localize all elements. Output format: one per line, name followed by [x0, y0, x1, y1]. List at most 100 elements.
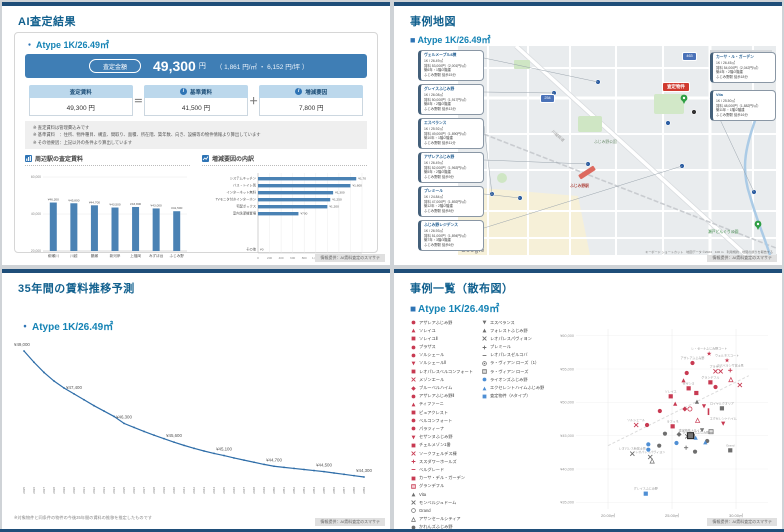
svg-text:¥41,500: ¥41,500	[171, 206, 182, 210]
case-callout[interactable]: アザレアふじみ野 1K / 26.49㎡ 賃料 52,000円（1,963円/㎡）築…	[418, 152, 484, 183]
svg-text:グレイスふじみ野: グレイスふじみ野	[634, 486, 658, 491]
svg-text:400: 400	[279, 256, 284, 260]
map-marker-closed[interactable]	[691, 109, 697, 115]
callout-detail-line: 築10年・1階/2階建	[424, 136, 453, 141]
svg-text:¥46,300: ¥46,300	[116, 414, 132, 419]
svg-text:200: 200	[267, 256, 272, 260]
provider-footer: 情報提供：AI賃料査定のスマサテ	[707, 518, 777, 526]
case-callout[interactable]: ふじみ野レジデンス 1K / 26.93㎡ 賃料 51,000円（1,894円/㎡）…	[418, 220, 484, 251]
scatter-legend-item: Grand	[410, 507, 473, 514]
scatter-legend-item: ソルシェールⅡ	[410, 360, 473, 367]
scatter-point	[737, 382, 743, 388]
svg-text:2046: 2046	[232, 487, 236, 494]
map-marker-active[interactable]	[489, 191, 495, 197]
formula-box-label: 増減要因	[305, 89, 328, 96]
appraisal-per-unit: （ 1,861 円/㎡ ・ 6,152 円/坪 ）	[215, 64, 309, 71]
provider-footer: 情報提供：AI賃料査定のスマサテ	[315, 518, 385, 526]
scatter-point	[708, 429, 714, 435]
callout-detail-line: 賃料 53,000円（2,001円/㎡）	[424, 63, 469, 68]
scatter-legend-item: チェルメゾン1番	[410, 442, 473, 449]
scatter-legend-item: プラザス	[410, 344, 473, 351]
svg-text:40,000: 40,000	[31, 212, 41, 216]
bullet-icon: ■	[410, 35, 416, 45]
station-bar	[173, 211, 181, 251]
svg-text:2029: 2029	[62, 487, 66, 494]
formula-box-value: 7,800 円	[259, 98, 363, 116]
map-marker-active[interactable]	[665, 120, 671, 126]
scatter-legend-item: ソレイユ	[410, 327, 473, 334]
svg-text:2035: 2035	[122, 487, 126, 494]
map-pin-icon[interactable]	[754, 220, 762, 230]
callout-detail-line: 1K / 26.49㎡	[424, 59, 443, 64]
svg-text:2050: 2050	[272, 487, 276, 494]
svg-text:2047: 2047	[242, 487, 246, 494]
info-icon[interactable]: i	[179, 88, 187, 95]
svg-text:¥43,000: ¥43,000	[151, 203, 162, 207]
scatter-legend-item: ベルコンフォート	[410, 417, 473, 424]
svg-text:エクセレントハイム: エクセレントハイム	[710, 416, 737, 421]
map-marker-active[interactable]	[595, 79, 601, 85]
scatter-legend-item: ソークフェルデス棟	[410, 450, 473, 457]
map-marker-active[interactable]	[751, 189, 757, 195]
scatter-legend-item: ソレイユⅡ	[410, 335, 473, 342]
callout-detail-line: ふじみ野駅 徒歩18分	[716, 74, 748, 79]
callout-detail-line: ふじみ野駅 徒歩9分	[424, 174, 454, 179]
callout-detail-line: 築8年・2階/2階建	[424, 102, 451, 107]
station-bar	[70, 203, 78, 251]
chart-title: 増減要因の内訳	[212, 156, 255, 163]
scatter-point	[683, 445, 689, 450]
case-callout[interactable]: Vita 1K / 25.50㎡ 賃料 48,000円（1,882円/㎡） 築11年・…	[710, 90, 776, 121]
scatter-point	[713, 368, 718, 374]
scatter-legend-item: グランデフル	[410, 483, 473, 490]
unit-subtitle: ・ Atype 1K/26.49㎡	[25, 38, 367, 51]
svg-text:ソルシェール: ソルシェール	[627, 418, 645, 422]
scatter-point	[694, 417, 701, 423]
equals-sign: ＝	[133, 96, 143, 106]
svg-text:2037: 2037	[142, 487, 146, 494]
case-callout[interactable]: エスペランス 1K / 25.92㎡ 賃料 49,000円（1,890円/㎡） 築10…	[418, 118, 484, 149]
scatter-legend-item: レオパレスパヴィヨン	[481, 335, 544, 342]
scatter-point	[687, 406, 693, 412]
scatter-point	[707, 408, 710, 416]
svg-text:20,000: 20,000	[31, 249, 41, 253]
scatter-point	[701, 404, 707, 409]
scatter-legend-item: アザレアふじみ野	[410, 319, 473, 326]
svg-text:Grand: Grand	[726, 443, 735, 447]
scatter-legend-item: エスペランス	[481, 319, 544, 326]
svg-text:2054: 2054	[312, 487, 316, 494]
svg-text:2053: 2053	[302, 487, 306, 494]
svg-text:柳瀬川: 柳瀬川	[48, 253, 59, 258]
svg-text:¥43,800: ¥43,800	[130, 202, 141, 206]
map-marker-active[interactable]	[517, 195, 523, 201]
scatter-legend-item: カーサ・デル・ガーデン	[410, 475, 473, 482]
station-bar	[90, 205, 98, 251]
svg-text:みずほ台: みずほ台	[149, 253, 164, 258]
case-callout[interactable]: ヴェルメープル8棟 1K / 26.49㎡ 賃料 53,000円（2,001円/㎡）…	[418, 50, 484, 81]
page-title: 事例一覧（散布図）	[410, 283, 514, 295]
map-pin-icon[interactable]	[680, 94, 688, 104]
scatter-point	[728, 368, 733, 373]
map-marker-active[interactable]	[679, 163, 685, 169]
map-marker-active[interactable]	[585, 161, 591, 167]
case-callout[interactable]: プレミール 1K / 24.84㎡ 賃料 47,000円（1,892円/㎡） 築12年…	[418, 186, 484, 217]
subject-property-badge[interactable]: 査定物件	[662, 82, 690, 92]
svg-text:ソレイユ: ソレイユ	[665, 389, 677, 393]
scatter-point	[647, 454, 653, 460]
svg-text:2034: 2034	[112, 487, 116, 494]
scatter-legend-item: アサンセールシティア	[410, 516, 473, 523]
svg-text:2030: 2030	[72, 487, 76, 494]
svg-text:2025: 2025	[22, 487, 26, 494]
svg-text:25.00㎡: 25.00㎡	[665, 512, 679, 518]
forecast-footnote: ※対象物件と同条件の物件の今後35年間の賃料の推移を推定したものです	[14, 515, 152, 520]
attribution-text[interactable]: キーボード ショートカット 地図データ ©2024 100 m 利用規約 地図の…	[645, 250, 773, 254]
svg-text:¥55,000: ¥55,000	[560, 367, 574, 371]
case-callout[interactable]: グレイスふじみ野 1K / 26.08㎡ 賃料 50,000円（1,917円/㎡）築…	[418, 84, 484, 115]
svg-text:2055: 2055	[322, 487, 326, 494]
info-icon[interactable]: i	[295, 88, 303, 95]
svg-text:¥45,600: ¥45,600	[166, 433, 182, 438]
note-line: ※ 基準賃料 ：住所、物件種目、構造、間取り、面積、所在階、築年数、向き、設備等…	[33, 132, 261, 138]
station-rent-chart: 周辺駅の査定賃料 20,000 40,000 60,000 ¥46,200 柳瀬川 ¥45…	[25, 154, 190, 265]
case-callout[interactable]: カーサ・ル・ガーデン 1K / 26.45㎡ 賃料 54,000円（2,042円/㎡…	[710, 52, 776, 83]
svg-text:¥1,700: ¥1,700	[358, 176, 366, 180]
